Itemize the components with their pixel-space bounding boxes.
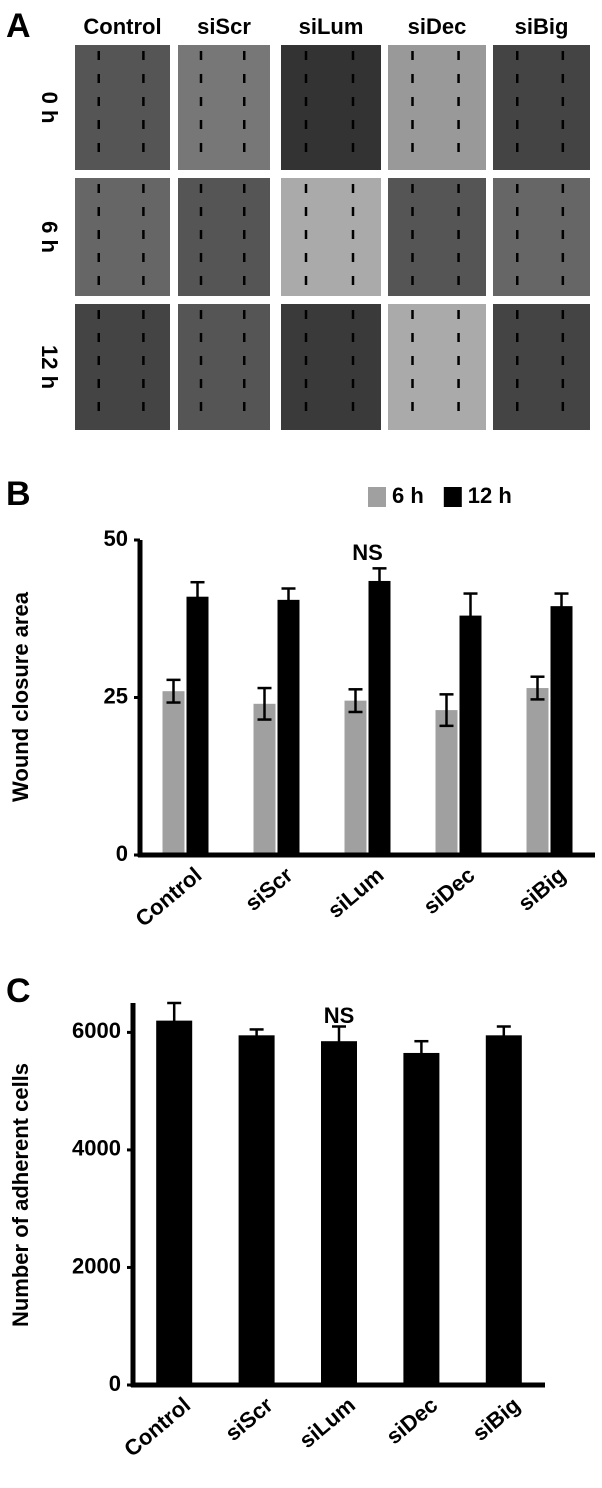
micrograph xyxy=(178,304,270,430)
error-bar xyxy=(554,592,569,620)
column-label: siLum xyxy=(299,14,364,39)
bar xyxy=(485,1035,522,1385)
x-tick-label: Control xyxy=(119,1392,195,1461)
bar xyxy=(344,700,367,855)
y-tick-label: 25 xyxy=(104,683,128,708)
y-tick-label: 0 xyxy=(109,1371,121,1396)
error-bar xyxy=(257,686,272,721)
error-bar xyxy=(332,1025,346,1058)
x-tick-label: siBig xyxy=(467,1392,524,1446)
x-tick-label: Control xyxy=(130,862,206,931)
micrograph xyxy=(493,304,590,430)
bar xyxy=(277,599,300,855)
error-bar xyxy=(281,587,296,613)
bar xyxy=(435,710,458,855)
bar xyxy=(156,1020,193,1385)
y-tick-label: 6000 xyxy=(72,1018,121,1043)
bar xyxy=(186,596,209,855)
micrograph xyxy=(178,45,270,170)
y-tick-label: 50 xyxy=(104,526,128,551)
bar xyxy=(459,615,482,855)
bar xyxy=(403,1052,440,1385)
y-tick-label: 2000 xyxy=(72,1253,121,1278)
legend-label: 12 h xyxy=(468,483,512,508)
x-tick-label: siBig xyxy=(513,862,570,916)
micrograph xyxy=(178,178,270,296)
legend-label: 6 h xyxy=(392,483,424,508)
error-bar xyxy=(190,580,205,613)
panel-label: B xyxy=(6,475,31,513)
micrograph xyxy=(493,178,590,296)
x-tick-label: siLum xyxy=(323,862,389,923)
annotation: NS xyxy=(324,1003,355,1028)
error-bar xyxy=(166,678,181,704)
bar xyxy=(526,688,549,855)
micrograph xyxy=(75,304,170,430)
legend-swatch xyxy=(368,487,386,507)
legend-swatch xyxy=(443,487,462,507)
micrograph xyxy=(493,45,590,170)
bar xyxy=(238,1035,275,1385)
error-bar xyxy=(496,1025,511,1046)
micrograph xyxy=(388,45,486,170)
y-axis-label: Wound closure area xyxy=(8,591,33,802)
error-bar xyxy=(372,567,387,595)
column-label: Control xyxy=(83,14,161,39)
column-label: siDec xyxy=(408,14,467,39)
error-bar xyxy=(348,688,363,714)
row-label: 6 h xyxy=(37,221,62,253)
error-bar xyxy=(167,1001,182,1040)
row-label: 12 h xyxy=(37,345,62,389)
error-bar xyxy=(414,1039,429,1066)
panel-label: C xyxy=(6,972,31,1010)
bar xyxy=(162,691,185,855)
bar xyxy=(550,606,573,855)
column-label: siBig xyxy=(515,14,569,39)
x-tick-label: siDec xyxy=(418,862,479,919)
micrograph xyxy=(388,178,486,296)
bar xyxy=(253,703,276,855)
micrograph xyxy=(75,45,170,170)
error-bar xyxy=(249,1028,264,1043)
x-tick-label: siDec xyxy=(381,1392,442,1449)
column-label: siScr xyxy=(197,14,251,39)
x-tick-label: siScr xyxy=(240,862,298,916)
micrograph xyxy=(281,178,381,296)
micrograph xyxy=(281,45,381,170)
micrograph xyxy=(281,304,381,430)
error-bar xyxy=(530,675,545,701)
error-bar xyxy=(463,592,478,639)
bar xyxy=(368,580,391,855)
x-tick-label: siLum xyxy=(294,1392,360,1453)
y-tick-label: 0 xyxy=(116,841,128,866)
x-tick-label: siScr xyxy=(220,1392,278,1446)
micrograph xyxy=(75,178,170,296)
y-axis-label: Number of adherent cells xyxy=(8,1063,33,1327)
y-tick-label: 4000 xyxy=(72,1136,121,1161)
bar xyxy=(321,1041,357,1385)
panel-label: A xyxy=(6,7,31,45)
row-label: 0 h xyxy=(37,92,62,124)
error-bar xyxy=(439,693,454,728)
micrograph xyxy=(388,304,486,430)
annotation: NS xyxy=(352,540,383,565)
